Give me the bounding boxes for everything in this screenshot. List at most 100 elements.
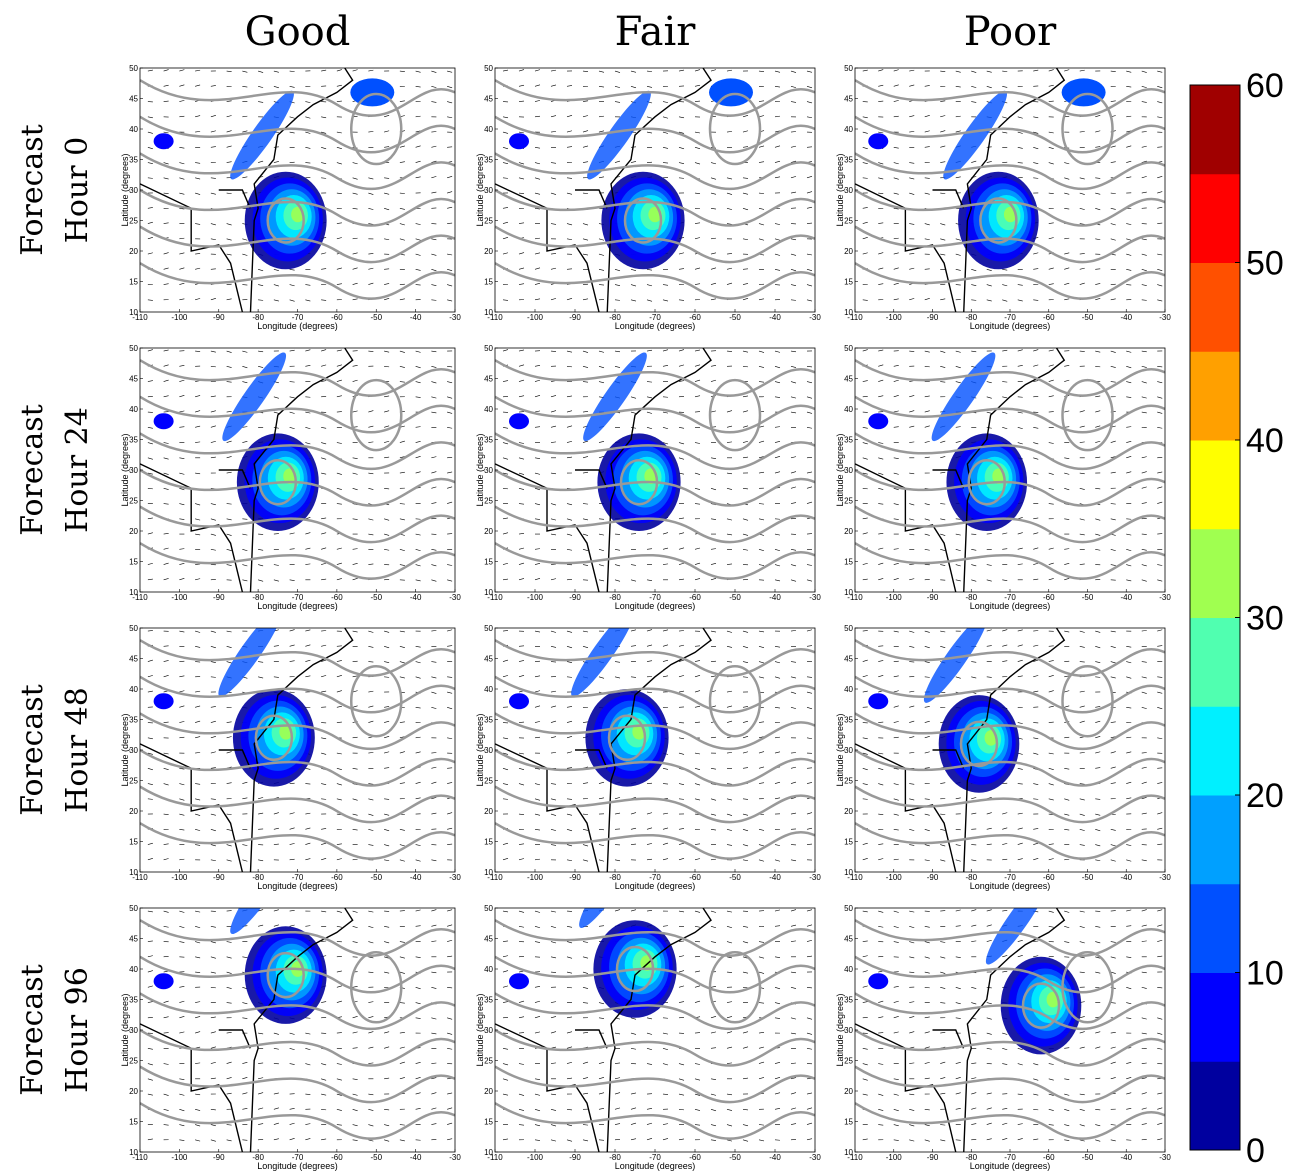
- x-tick-label: -90: [569, 873, 581, 882]
- y-tick-label: 40: [484, 685, 493, 694]
- y-tick-label: 40: [484, 405, 493, 414]
- y-tick-label: 30: [844, 1026, 853, 1035]
- x-axis-label: Longitude (degrees): [970, 1161, 1051, 1171]
- x-axis-label: Longitude (degrees): [615, 881, 696, 891]
- y-tick-label: 25: [484, 777, 493, 786]
- y-tick-label: 40: [844, 965, 853, 974]
- y-tick-label: 25: [844, 1057, 853, 1066]
- y-tick-label: 35: [484, 156, 493, 165]
- y-tick-label: 35: [844, 716, 853, 725]
- map-panel: -110-100-90-80-70-60-50-40-3010152025303…: [475, 603, 821, 891]
- map-content: [495, 347, 815, 598]
- x-tick-label: -40: [1120, 1153, 1132, 1162]
- map-content: [140, 603, 455, 878]
- precip-blob: [709, 78, 753, 106]
- x-tick-label: -40: [769, 593, 781, 602]
- y-tick-label: 35: [844, 436, 853, 445]
- x-tick-label: -50: [1082, 313, 1094, 322]
- x-tick-label: -40: [410, 593, 422, 602]
- y-tick-label: 20: [484, 247, 493, 256]
- y-tick-label: 35: [484, 436, 493, 445]
- y-tick-label: 30: [129, 186, 138, 195]
- x-axis-label: Longitude (degrees): [615, 321, 696, 331]
- x-tick-label: -40: [1120, 873, 1132, 882]
- y-tick-label: 35: [484, 716, 493, 725]
- y-tick-label: 30: [484, 746, 493, 755]
- x-tick-label: -30: [1159, 313, 1171, 322]
- y-axis-label: Latitude (degrees): [835, 153, 845, 226]
- colorbar-bin: [1190, 1061, 1240, 1150]
- y-tick-label: 45: [484, 935, 493, 944]
- y-tick-label: 20: [129, 1087, 138, 1096]
- x-tick-label: -100: [171, 313, 188, 322]
- map-content: [140, 68, 455, 318]
- y-tick-label: 20: [844, 1087, 853, 1096]
- x-tick-label: -30: [809, 1153, 821, 1162]
- x-tick-label: -100: [886, 313, 903, 322]
- x-tick-label: -30: [809, 593, 821, 602]
- y-tick-label: 50: [129, 344, 138, 353]
- y-tick-label: 25: [844, 217, 853, 226]
- precip-blob: [509, 413, 529, 429]
- x-axis-label: Longitude (degrees): [257, 601, 338, 611]
- y-tick-label: 30: [844, 746, 853, 755]
- map-panel: -110-100-90-80-70-60-50-40-3010152025303…: [120, 603, 461, 891]
- y-tick-label: 25: [484, 217, 493, 226]
- y-tick-label: 15: [844, 838, 853, 847]
- x-tick-label: -90: [213, 1153, 225, 1162]
- y-tick-label: 50: [129, 624, 138, 633]
- map-content: [855, 68, 1165, 318]
- x-axis-label: Longitude (degrees): [615, 1161, 696, 1171]
- y-tick-label: 15: [484, 838, 493, 847]
- y-tick-label: 45: [484, 655, 493, 664]
- colorbar-bin: [1190, 706, 1240, 795]
- row-label: Hour 96: [60, 967, 95, 1093]
- y-tick-label: 15: [129, 1118, 138, 1127]
- row-label: Forecast: [15, 964, 50, 1095]
- y-tick-label: 25: [484, 1057, 493, 1066]
- y-tick-label: 45: [844, 935, 853, 944]
- x-tick-label: -50: [729, 313, 741, 322]
- x-tick-label: -50: [370, 593, 382, 602]
- y-axis-label: Latitude (degrees): [120, 993, 130, 1066]
- x-tick-label: -100: [886, 1153, 903, 1162]
- y-axis-label: Latitude (degrees): [120, 153, 130, 226]
- y-tick-label: 50: [129, 64, 138, 73]
- y-tick-label: 15: [129, 278, 138, 287]
- y-tick-label: 20: [484, 1087, 493, 1096]
- x-tick-label: -100: [527, 313, 544, 322]
- x-tick-label: -90: [213, 313, 225, 322]
- x-tick-label: -90: [569, 313, 581, 322]
- map-content: [855, 347, 1165, 598]
- x-tick-label: -40: [410, 873, 422, 882]
- x-tick-label: -50: [729, 1153, 741, 1162]
- map-content: [495, 603, 815, 878]
- y-tick-label: 10: [844, 308, 853, 317]
- y-tick-label: 10: [484, 308, 493, 317]
- map-panel: -110-100-90-80-70-60-50-40-3010152025303…: [120, 344, 461, 611]
- y-tick-label: 50: [844, 624, 853, 633]
- x-tick-label: -100: [527, 873, 544, 882]
- x-tick-label: -40: [769, 873, 781, 882]
- y-tick-label: 25: [129, 777, 138, 786]
- y-tick-label: 30: [844, 186, 853, 195]
- x-tick-label: -30: [1159, 593, 1171, 602]
- x-axis-label: Longitude (degrees): [257, 321, 338, 331]
- y-tick-label: 45: [844, 375, 853, 384]
- y-tick-label: 50: [129, 904, 138, 913]
- y-tick-label: 50: [844, 64, 853, 73]
- precip-blob: [868, 973, 888, 989]
- y-tick-label: 10: [129, 1148, 138, 1157]
- precip-blob: [509, 693, 529, 709]
- y-tick-label: 10: [484, 868, 493, 877]
- map-panel: -110-100-90-80-70-60-50-40-3010152025303…: [835, 344, 1171, 611]
- y-tick-label: 45: [844, 655, 853, 664]
- y-tick-label: 35: [129, 996, 138, 1005]
- column-title: Fair: [615, 9, 697, 55]
- y-tick-label: 35: [484, 996, 493, 1005]
- row-label: Forecast: [15, 404, 50, 535]
- y-tick-label: 25: [844, 497, 853, 506]
- colorbar-tick-label: 60: [1246, 67, 1284, 105]
- y-tick-label: 45: [484, 375, 493, 384]
